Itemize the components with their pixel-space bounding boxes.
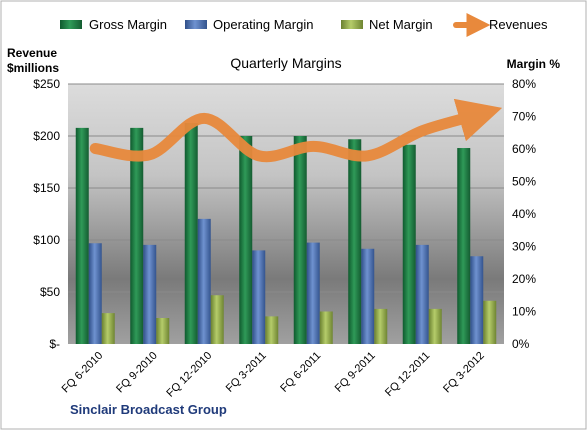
right-tick-label: 30%	[512, 240, 536, 254]
bar-operating-margin	[197, 218, 211, 344]
bar-gross-margin	[348, 139, 362, 344]
right-tick-label: 50%	[512, 175, 536, 189]
bar-operating-margin	[143, 244, 157, 344]
revenue-line-layer	[89, 98, 503, 163]
bar-net-margin	[210, 295, 224, 344]
bar-gross-margin	[75, 127, 89, 344]
bar-net-margin	[428, 308, 442, 344]
revenue-line	[89, 98, 503, 163]
right-axis-label: Margin %	[507, 57, 561, 71]
bar-operating-margin	[88, 243, 102, 344]
bar-gross-margin	[293, 136, 307, 344]
bar-net-margin	[319, 311, 333, 344]
company-name: Sinclair Broadcast Group	[70, 402, 227, 417]
right-tick-label: 0%	[512, 337, 530, 351]
left-tick-label: $-	[49, 337, 60, 351]
legend-label-operating-margin: Operating Margin	[213, 17, 313, 32]
legend: Gross Margin Operating Margin Net Margin…	[60, 13, 548, 37]
bar-net-margin	[265, 316, 279, 344]
left-axis-label-line1: Revenue	[7, 46, 57, 60]
right-tick-label: 70%	[512, 110, 536, 124]
bar-operating-margin	[361, 248, 375, 344]
bar-gross-margin	[457, 148, 471, 344]
bar-net-margin	[101, 313, 115, 344]
legend-swatch-gross-margin	[60, 20, 82, 29]
bar-gross-margin	[239, 136, 253, 344]
left-tick-label: $50	[40, 285, 60, 299]
legend-swatch-net-margin	[341, 20, 363, 29]
bars	[75, 123, 497, 344]
right-axis-ticks: 0% 10% 20% 30% 40% 50% 60% 70% 80%	[512, 77, 536, 351]
bar-operating-margin	[415, 244, 429, 344]
left-tick-label: $100	[33, 233, 60, 247]
legend-label-revenues: Revenues	[489, 17, 548, 32]
legend-label-gross-margin: Gross Margin	[89, 17, 167, 32]
chart-title: Quarterly Margins	[230, 55, 341, 71]
bar-net-margin	[483, 300, 497, 344]
right-tick-label: 20%	[512, 272, 536, 286]
legend-label-net-margin: Net Margin	[369, 17, 433, 32]
right-tick-label: 80%	[512, 77, 536, 91]
right-tick-label: 40%	[512, 207, 536, 221]
bar-net-margin	[156, 318, 170, 344]
bar-gross-margin	[184, 123, 198, 344]
left-axis-ticks: $- $50 $100 $150 $200 $250	[33, 77, 60, 351]
left-axis-label-line2: $millions	[7, 61, 59, 75]
left-tick-label: $200	[33, 129, 60, 143]
left-tick-label: $250	[33, 77, 60, 91]
bar-gross-margin	[130, 127, 144, 344]
left-tick-label: $150	[33, 181, 60, 195]
bar-operating-margin	[252, 250, 266, 344]
right-tick-label: 10%	[512, 305, 536, 319]
bar-operating-margin	[306, 242, 320, 344]
bar-net-margin	[374, 308, 388, 344]
bar-gross-margin	[402, 144, 416, 344]
legend-swatch-operating-margin	[185, 20, 207, 29]
bar-operating-margin	[470, 256, 484, 344]
right-tick-label: 60%	[512, 142, 536, 156]
